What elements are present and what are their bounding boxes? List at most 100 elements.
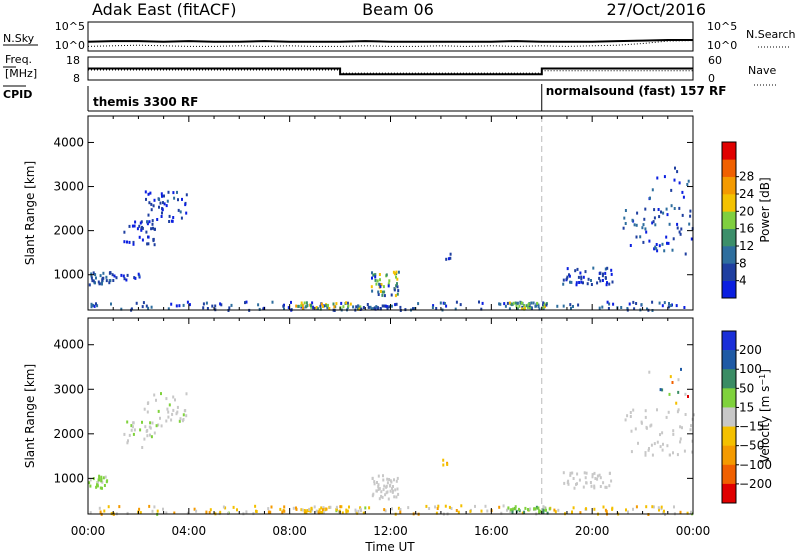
power-panel: 1000 2000 3000 4000 Slant Range [km] 4 8 12 16… — [23, 115, 772, 312]
time-axis: 00:00 04:00 08:00 12:00 16:00 20:00 00:00 — [71, 524, 711, 538]
range-cell — [131, 224, 134, 228]
range-cell — [692, 413, 695, 417]
range-cell — [374, 275, 377, 279]
range-cell — [386, 305, 389, 309]
range-cell — [300, 304, 303, 308]
range-cell — [397, 506, 400, 510]
range-cell — [608, 484, 611, 488]
power-colorbar-label: Power [dB] — [758, 177, 772, 242]
range-cell — [632, 408, 635, 412]
colorbar-swatch — [722, 176, 736, 195]
colorbar-swatch — [722, 194, 736, 212]
range-cell — [126, 240, 128, 244]
range-cell — [156, 218, 159, 221]
range-cell — [637, 441, 639, 445]
range-cell — [220, 303, 223, 307]
range-cell — [679, 232, 682, 236]
velocity-colorbar: 200 100 50 15 −15 −50 −100 −200 — [721, 330, 772, 504]
colorbar-swatch — [722, 263, 736, 281]
range-cell — [593, 486, 596, 490]
range-cell — [348, 505, 350, 509]
range-cell — [457, 510, 460, 514]
range-cell — [392, 489, 394, 493]
range-cell — [673, 178, 676, 182]
range-cell — [123, 240, 126, 244]
velocity-panel: 1000 2000 3000 4000 Slant Range [km] 200 100… — [23, 317, 772, 516]
range-cell — [138, 507, 141, 511]
range-cell — [602, 481, 605, 485]
range-cell — [542, 508, 545, 512]
range-cell — [195, 509, 198, 513]
range-cell — [372, 492, 375, 496]
range-cell — [160, 215, 163, 218]
range-cell — [175, 304, 178, 308]
range-cell — [328, 307, 331, 310]
freq-right-tick-top: 60 — [708, 54, 722, 67]
x-tick-label: 04:00 — [172, 524, 207, 538]
range-cell — [388, 305, 391, 309]
range-cell — [512, 507, 515, 511]
range-cell — [383, 290, 386, 294]
range-cell — [152, 204, 155, 208]
range-cell — [130, 424, 133, 428]
range-cell — [678, 206, 681, 210]
range-cell — [166, 407, 169, 411]
range-cell — [136, 227, 139, 231]
range-cell — [644, 415, 647, 419]
range-cell — [651, 300, 654, 304]
colorbar-frame — [721, 330, 737, 504]
range-cell — [534, 507, 537, 511]
range-cell — [362, 511, 365, 515]
range-cell — [393, 478, 395, 482]
range-cell — [185, 193, 188, 197]
range-cell — [185, 414, 188, 418]
range-cell — [444, 504, 447, 508]
range-cell — [105, 279, 108, 283]
range-cell — [395, 275, 397, 279]
range-cell — [598, 276, 601, 280]
range-cell — [545, 303, 548, 307]
range-cell — [604, 276, 607, 279]
y-tick-label: 3000 — [53, 382, 84, 396]
range-cell — [364, 506, 367, 510]
range-cell — [566, 267, 569, 271]
range-cell — [594, 477, 597, 480]
range-cell — [543, 506, 546, 510]
range-cell — [396, 476, 399, 480]
colorbar-tick-label: 28 — [739, 170, 754, 184]
range-cell — [317, 307, 319, 311]
range-cell — [455, 300, 458, 304]
range-cell — [684, 252, 687, 256]
range-cell — [145, 197, 147, 201]
range-cell — [148, 201, 151, 205]
range-cell — [484, 504, 487, 508]
range-cell — [390, 293, 393, 297]
range-cell — [310, 506, 313, 510]
range-cell — [144, 190, 147, 194]
range-cell — [589, 481, 592, 484]
range-cell — [103, 509, 106, 513]
range-cell — [481, 301, 484, 305]
range-cell — [147, 192, 150, 196]
range-cell — [625, 508, 627, 512]
range-cell — [436, 507, 439, 510]
range-cell — [659, 445, 662, 449]
range-cell — [188, 303, 191, 307]
range-cell — [604, 267, 607, 271]
range-cell — [636, 211, 639, 215]
range-cell — [602, 272, 604, 276]
x-tick-label: 20:00 — [575, 524, 610, 538]
range-cell — [611, 280, 614, 284]
range-cell — [688, 222, 691, 226]
range-cell — [687, 395, 689, 398]
range-cell — [676, 226, 679, 230]
range-cell — [279, 507, 282, 511]
range-cell — [184, 203, 187, 207]
range-cell — [383, 304, 386, 308]
range-cell — [148, 425, 151, 429]
range-cell — [377, 488, 380, 491]
range-cell — [648, 239, 651, 243]
range-cell — [557, 508, 560, 512]
range-cell — [377, 474, 380, 478]
range-cell — [208, 511, 211, 514]
